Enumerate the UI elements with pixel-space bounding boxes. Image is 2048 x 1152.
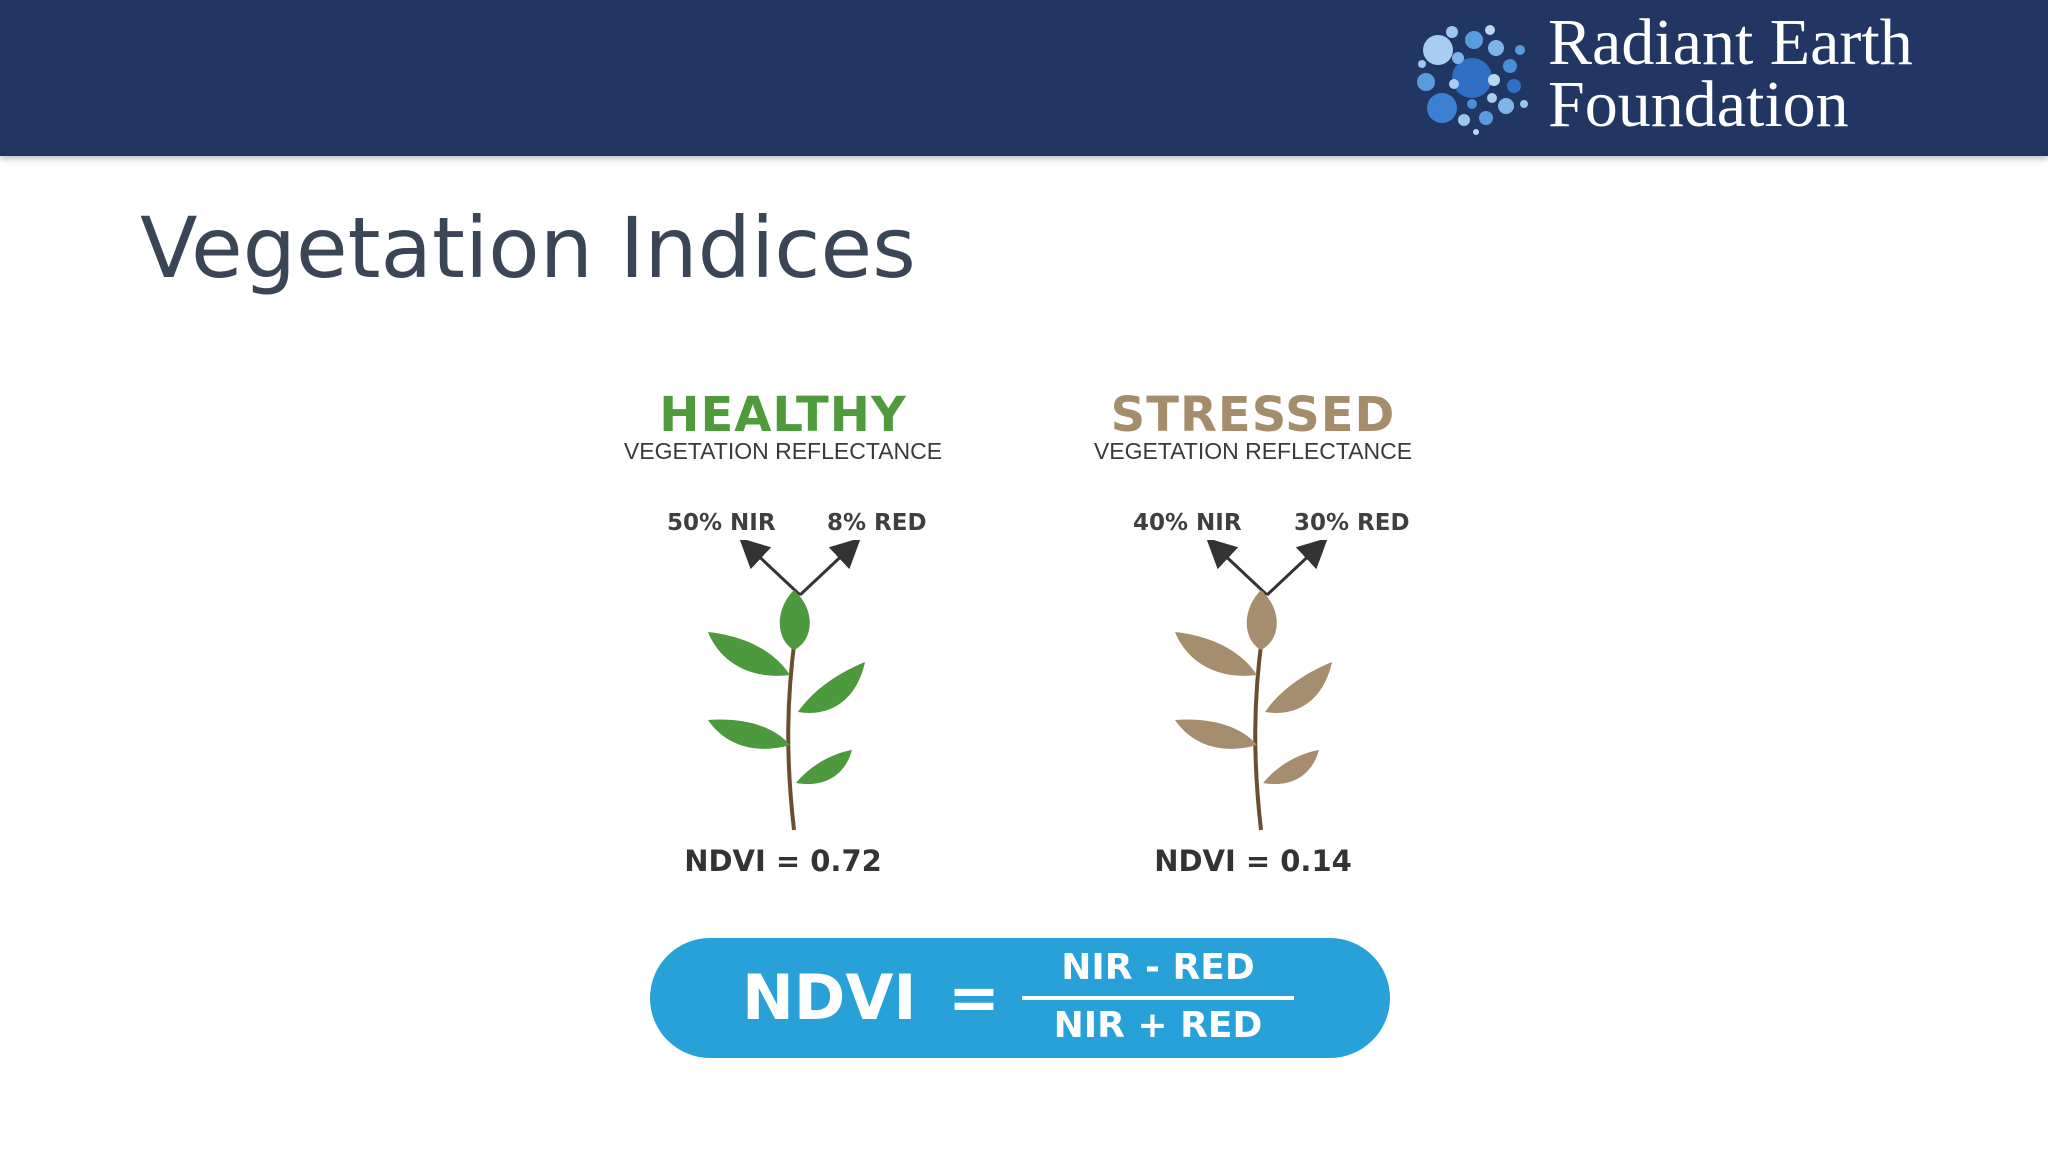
formula-equals: = [948, 961, 1000, 1034]
stressed-heading: STRESSED [1110, 387, 1396, 443]
nir-arrow [739, 540, 802, 597]
fraction-bar [1022, 996, 1294, 1000]
stressed-ndvi-value: NDVI = 0.14 [1154, 844, 1352, 878]
ndvi-formula: NDVI = NIR - RED NIR + RED [650, 938, 1390, 1058]
formula-denominator: NIR + RED [1053, 1005, 1263, 1046]
header-bar: Radiant Earth Foundation [0, 0, 2048, 156]
nir-arrow [1206, 540, 1269, 597]
org-name-line2: Foundation [1548, 68, 1849, 141]
radiant-earth-logo-icon [1417, 25, 1528, 135]
healthy-plant-icon [708, 540, 865, 831]
red-arrow [1265, 540, 1328, 597]
formula-numerator: NIR - RED [1061, 947, 1255, 988]
healthy-red-label: 8% RED [827, 510, 927, 536]
stressed-plant-icon [1175, 540, 1332, 831]
stressed-red-label: 30% RED [1294, 510, 1410, 536]
stressed-nir-label: 40% NIR [1133, 510, 1242, 536]
red-arrow [798, 540, 861, 597]
healthy-heading: HEALTHY [659, 387, 907, 443]
healthy-nir-label: 50% NIR [667, 510, 776, 536]
org-name: Radiant Earth Foundation [1548, 6, 1913, 141]
healthy-subheading: VEGETATION REFLECTANCE [623, 438, 943, 464]
org-name-line1: Radiant Earth [1548, 6, 1913, 79]
formula-lhs: NDVI [742, 961, 917, 1034]
healthy-ndvi-value: NDVI = 0.72 [684, 844, 882, 878]
slide-title: Vegetation Indices [140, 199, 916, 297]
stressed-subheading: VEGETATION REFLECTANCE [1093, 438, 1413, 464]
